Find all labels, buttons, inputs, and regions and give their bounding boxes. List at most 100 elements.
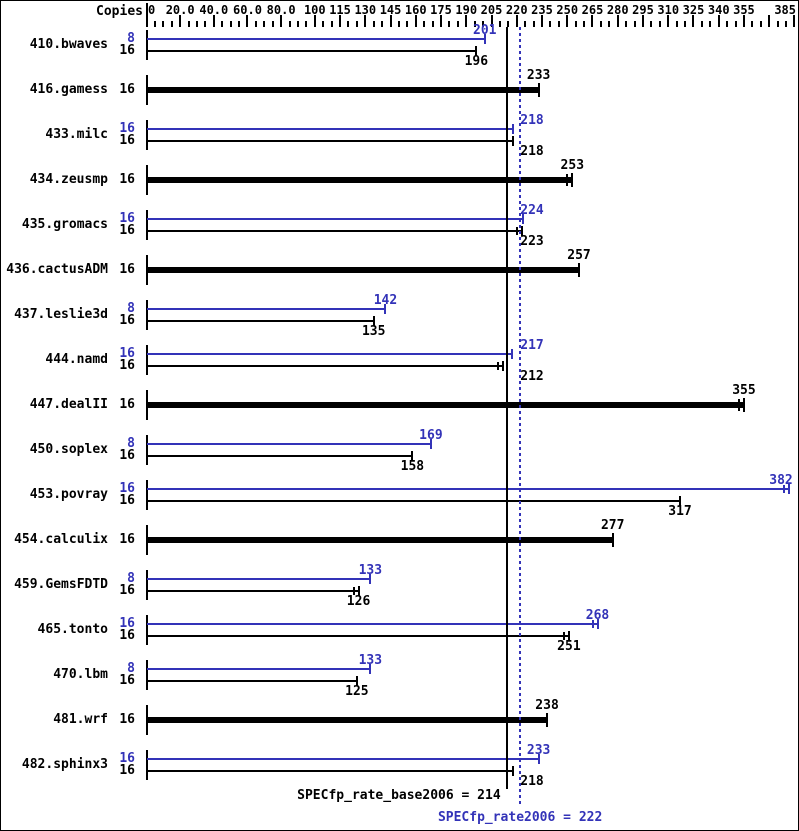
base-reference-line	[505, 27, 508, 789]
copies-label: 16	[119, 628, 135, 643]
peak-value-label: 233	[526, 743, 551, 758]
base-value-label: 135	[361, 324, 386, 339]
axis-tick-major	[179, 15, 182, 27]
benchmark-name: 416.gamess	[29, 82, 108, 97]
axis-tick-minor	[557, 21, 560, 27]
base-value-label: 218	[520, 144, 544, 159]
benchmark-name: 410.bwaves	[29, 37, 108, 52]
axis-tick-label: 325	[682, 3, 705, 17]
axis-tick-label: 280	[606, 3, 629, 17]
axis-tick-major	[591, 15, 594, 27]
base-bar	[147, 365, 504, 367]
benchmark-name: 437.leslie3d	[14, 307, 108, 322]
copies-label: 16	[119, 532, 135, 547]
benchmark-name: 481.wrf	[53, 712, 108, 727]
axis-tick-label: 145	[379, 3, 402, 17]
axis-tick-minor	[305, 21, 308, 27]
bar-end-cap	[355, 676, 358, 686]
axis-tick-major	[793, 15, 795, 27]
axis-tick-minor	[700, 21, 703, 27]
axis-tick-minor	[532, 21, 535, 27]
bar-end-cap	[369, 574, 372, 584]
bar-end-cap	[537, 83, 540, 97]
bar-end-cap-secondary	[352, 587, 355, 595]
axis-tick-major	[742, 15, 745, 27]
row-axis-stub	[146, 345, 148, 375]
benchmark-name: 454.calculix	[14, 532, 108, 547]
axis-tick-minor	[524, 21, 527, 27]
bar-end-cap-secondary	[591, 620, 594, 628]
peak-value-label: 133	[358, 653, 383, 668]
base-value-label: 196	[464, 54, 489, 69]
axis-tick-minor	[330, 21, 333, 27]
base-value-label: 317	[668, 504, 692, 519]
axis-tick-minor	[608, 21, 611, 27]
axis-tick-minor	[776, 21, 779, 27]
axis-tick-major	[440, 15, 443, 27]
axis-tick-major	[641, 15, 644, 27]
axis-tick-label: 100	[303, 3, 326, 17]
base-reference-label: SPECfp_rate_base2006 = 214	[297, 788, 501, 803]
bar-end-cap	[372, 316, 375, 326]
benchmark-name: 459.GemsFDTD	[14, 577, 108, 592]
bar-end-cap	[596, 619, 599, 629]
benchmark-name: 435.gromacs	[21, 217, 108, 232]
base-bar	[147, 590, 359, 592]
copies-label: 16	[119, 262, 135, 277]
base-bar	[147, 402, 744, 408]
axis-tick-minor	[734, 21, 737, 27]
copies-label: 16	[119, 481, 135, 496]
axis-tick-label: 190	[455, 3, 478, 17]
bar-end-cap	[522, 214, 525, 224]
axis-tick-major	[465, 15, 468, 27]
axis-tick-minor	[381, 21, 384, 27]
copies-label: 8	[127, 436, 135, 451]
base-value-label: 355	[732, 383, 756, 398]
benchmark-name: 433.milc	[45, 127, 108, 142]
axis-tick-label: 205	[480, 3, 503, 17]
axis-tick-minor	[658, 21, 661, 27]
base-value-label: 253	[560, 158, 585, 173]
axis-tick-minor	[456, 21, 459, 27]
axis-tick-label: 0	[148, 3, 156, 17]
axis-tick-minor	[574, 21, 577, 27]
peak-value-label: 133	[358, 563, 383, 578]
axis-tick-major	[692, 15, 695, 27]
peak-bar	[147, 623, 598, 625]
base-bar	[147, 267, 580, 273]
axis-tick-minor	[162, 21, 165, 27]
copies-label: 16	[119, 397, 135, 412]
axis-tick-major	[212, 15, 215, 27]
bar-end-cap	[512, 766, 515, 776]
peak-bar	[147, 218, 524, 220]
axis-tick-major	[246, 15, 249, 27]
benchmark-name: 447.dealII	[29, 397, 108, 412]
bar-end-cap	[679, 496, 681, 506]
base-bar	[147, 320, 374, 322]
axis-tick-minor	[187, 21, 190, 27]
axis-tick-label: 80.0	[266, 3, 296, 17]
copies-label: 16	[119, 121, 135, 136]
bar-end-cap	[742, 398, 745, 412]
axis-tick-minor	[406, 21, 409, 27]
axis-tick-minor	[288, 21, 291, 27]
row-axis-stub	[146, 660, 148, 690]
base-value-label: 158	[400, 459, 425, 474]
axis-tick-major	[515, 15, 518, 27]
axis-tick-minor	[473, 21, 476, 27]
base-bar	[147, 455, 413, 457]
base-value-label: 223	[520, 234, 544, 249]
copies-label: 16	[119, 583, 135, 598]
base-value-label: 251	[557, 639, 581, 654]
axis-tick-minor	[229, 21, 232, 27]
copies-label: 16	[119, 346, 135, 361]
axis-tick-minor	[675, 21, 678, 27]
benchmark-name: 470.lbm	[53, 667, 108, 682]
peak-bar	[147, 668, 371, 670]
axis-tick-label: 115	[329, 3, 351, 17]
axis-tick-minor	[785, 21, 788, 27]
copies-label: 16	[119, 43, 135, 58]
copies-label: 16	[119, 673, 135, 688]
bar-end-cap	[483, 34, 486, 44]
row-axis-stub	[146, 615, 148, 645]
